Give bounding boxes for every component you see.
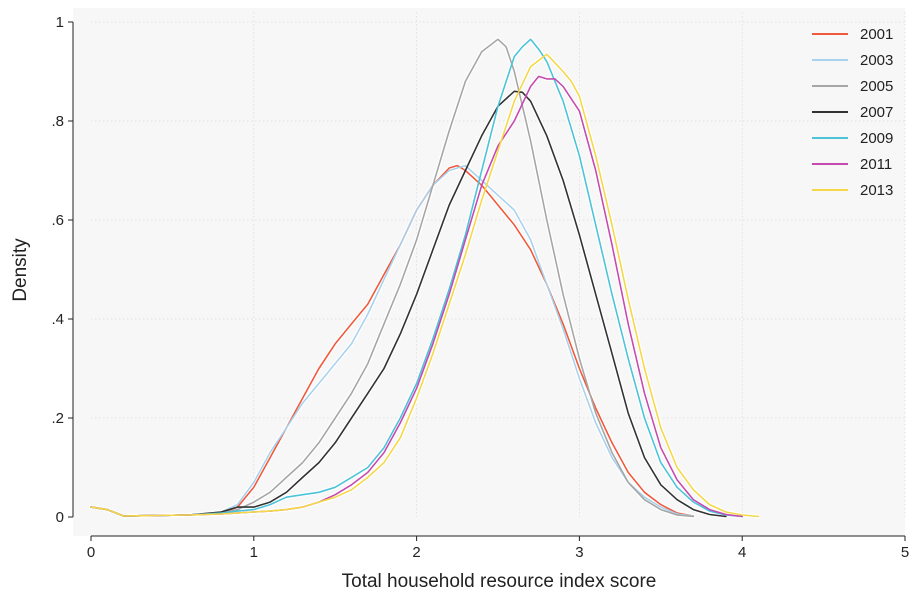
x-tick-labels: 0 1 2 3 4 5 [87, 536, 909, 561]
legend-label-2009: 2009 [860, 130, 893, 147]
x-tick-label: 0 [87, 544, 95, 561]
series-line-2005 [90, 38, 695, 518]
axes [72, 22, 905, 537]
legend-label-2001: 2001 [860, 26, 893, 43]
plot-area [73, 8, 905, 536]
legend-label-2003: 2003 [860, 52, 893, 69]
x-tick-label: 1 [250, 544, 258, 561]
y-tick-label: 0 [56, 509, 64, 526]
y-tick-label: 1 [56, 14, 64, 31]
legend-label-2007: 2007 [860, 104, 893, 121]
x-tick-label: 4 [738, 544, 746, 561]
legend-label-2011: 2011 [860, 156, 892, 173]
y-tick-label: .2 [51, 410, 64, 427]
legend-label-2013: 2013 [860, 182, 893, 199]
y-tick-label: .4 [51, 311, 64, 328]
y-tick-label: .8 [51, 113, 64, 130]
x-tick-label: 5 [901, 544, 909, 561]
y-tick-labels: 0 .2 .4 .6 .8 1 [51, 14, 73, 526]
x-tick-label: 2 [412, 544, 420, 561]
legend: 2001 2003 2005 2007 2009 2011 2013 [812, 26, 893, 199]
x-tick-label: 3 [575, 544, 583, 561]
series-line-2013 [90, 53, 760, 518]
y-axis-title: Density [10, 238, 31, 302]
series-line-2003 [90, 164, 695, 517]
legend-label-2005: 2005 [860, 78, 893, 95]
y-tick-label: .6 [51, 212, 64, 229]
x-axis-title: Total household resource index score [342, 571, 657, 592]
series-lines [89, 37, 761, 519]
series-line-2007 [90, 90, 727, 518]
series-line-2009 [90, 38, 743, 518]
